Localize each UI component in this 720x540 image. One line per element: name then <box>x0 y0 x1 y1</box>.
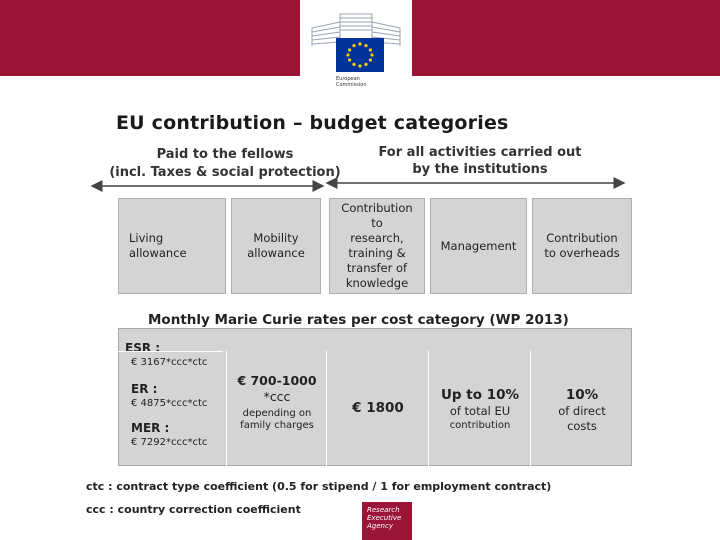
er-value: € 4875*ccc*ctc <box>131 398 208 409</box>
berlaymont-building-icon <box>311 13 401 46</box>
overheads-rate: 10% of direct costs <box>558 387 606 433</box>
esr-label: ESR : <box>125 341 161 355</box>
column-divider <box>428 351 429 466</box>
overheads-box: Contribution to overheads <box>532 198 632 294</box>
institutions-header: For all activities carried out by the in… <box>378 145 582 177</box>
ccc-footnote: ccc : country correction coefficient <box>86 503 301 516</box>
esr-divider <box>118 351 223 352</box>
research-rate: € 1800 <box>352 400 404 416</box>
slide-title: EU contribution – budget categories <box>116 112 509 134</box>
management-box: Management <box>430 198 527 294</box>
column-divider <box>226 351 227 466</box>
living-allowance-box: Living allowance <box>118 198 226 294</box>
fellows-header: Paid to the fellows (incl. Taxes & socia… <box>109 147 341 180</box>
management-rate: Up to 10% of total EU contribution <box>440 387 520 431</box>
mobility-rate: € 700-1000 *ccc depending on family char… <box>237 373 317 431</box>
rates-panel: ESR : € 3167*ccc*ctc ER : € 4875*ccc*ctc… <box>118 328 632 466</box>
european-commission-logo: European Commission <box>300 0 412 100</box>
mer-value: € 7292*ccc*ctc <box>131 437 208 448</box>
mer-label: MER : <box>131 421 170 435</box>
rates-title: Monthly Marie Curie rates per cost categ… <box>148 312 569 328</box>
esr-value: € 3167*ccc*ctc <box>131 357 208 368</box>
ctc-footnote: ctc : contract type coefficient (0.5 for… <box>86 480 552 493</box>
column-divider <box>326 351 327 466</box>
org-name: European Commission <box>336 76 367 88</box>
eu-flag-icon <box>336 38 384 72</box>
research-contribution-box: Contribution to research, training & trans… <box>329 198 425 294</box>
er-label: ER : <box>131 382 158 396</box>
mobility-allowance-box: Mobility allowance <box>231 198 321 294</box>
column-divider <box>530 351 531 466</box>
research-executive-agency-logo: Research Executive Agency <box>362 502 412 540</box>
